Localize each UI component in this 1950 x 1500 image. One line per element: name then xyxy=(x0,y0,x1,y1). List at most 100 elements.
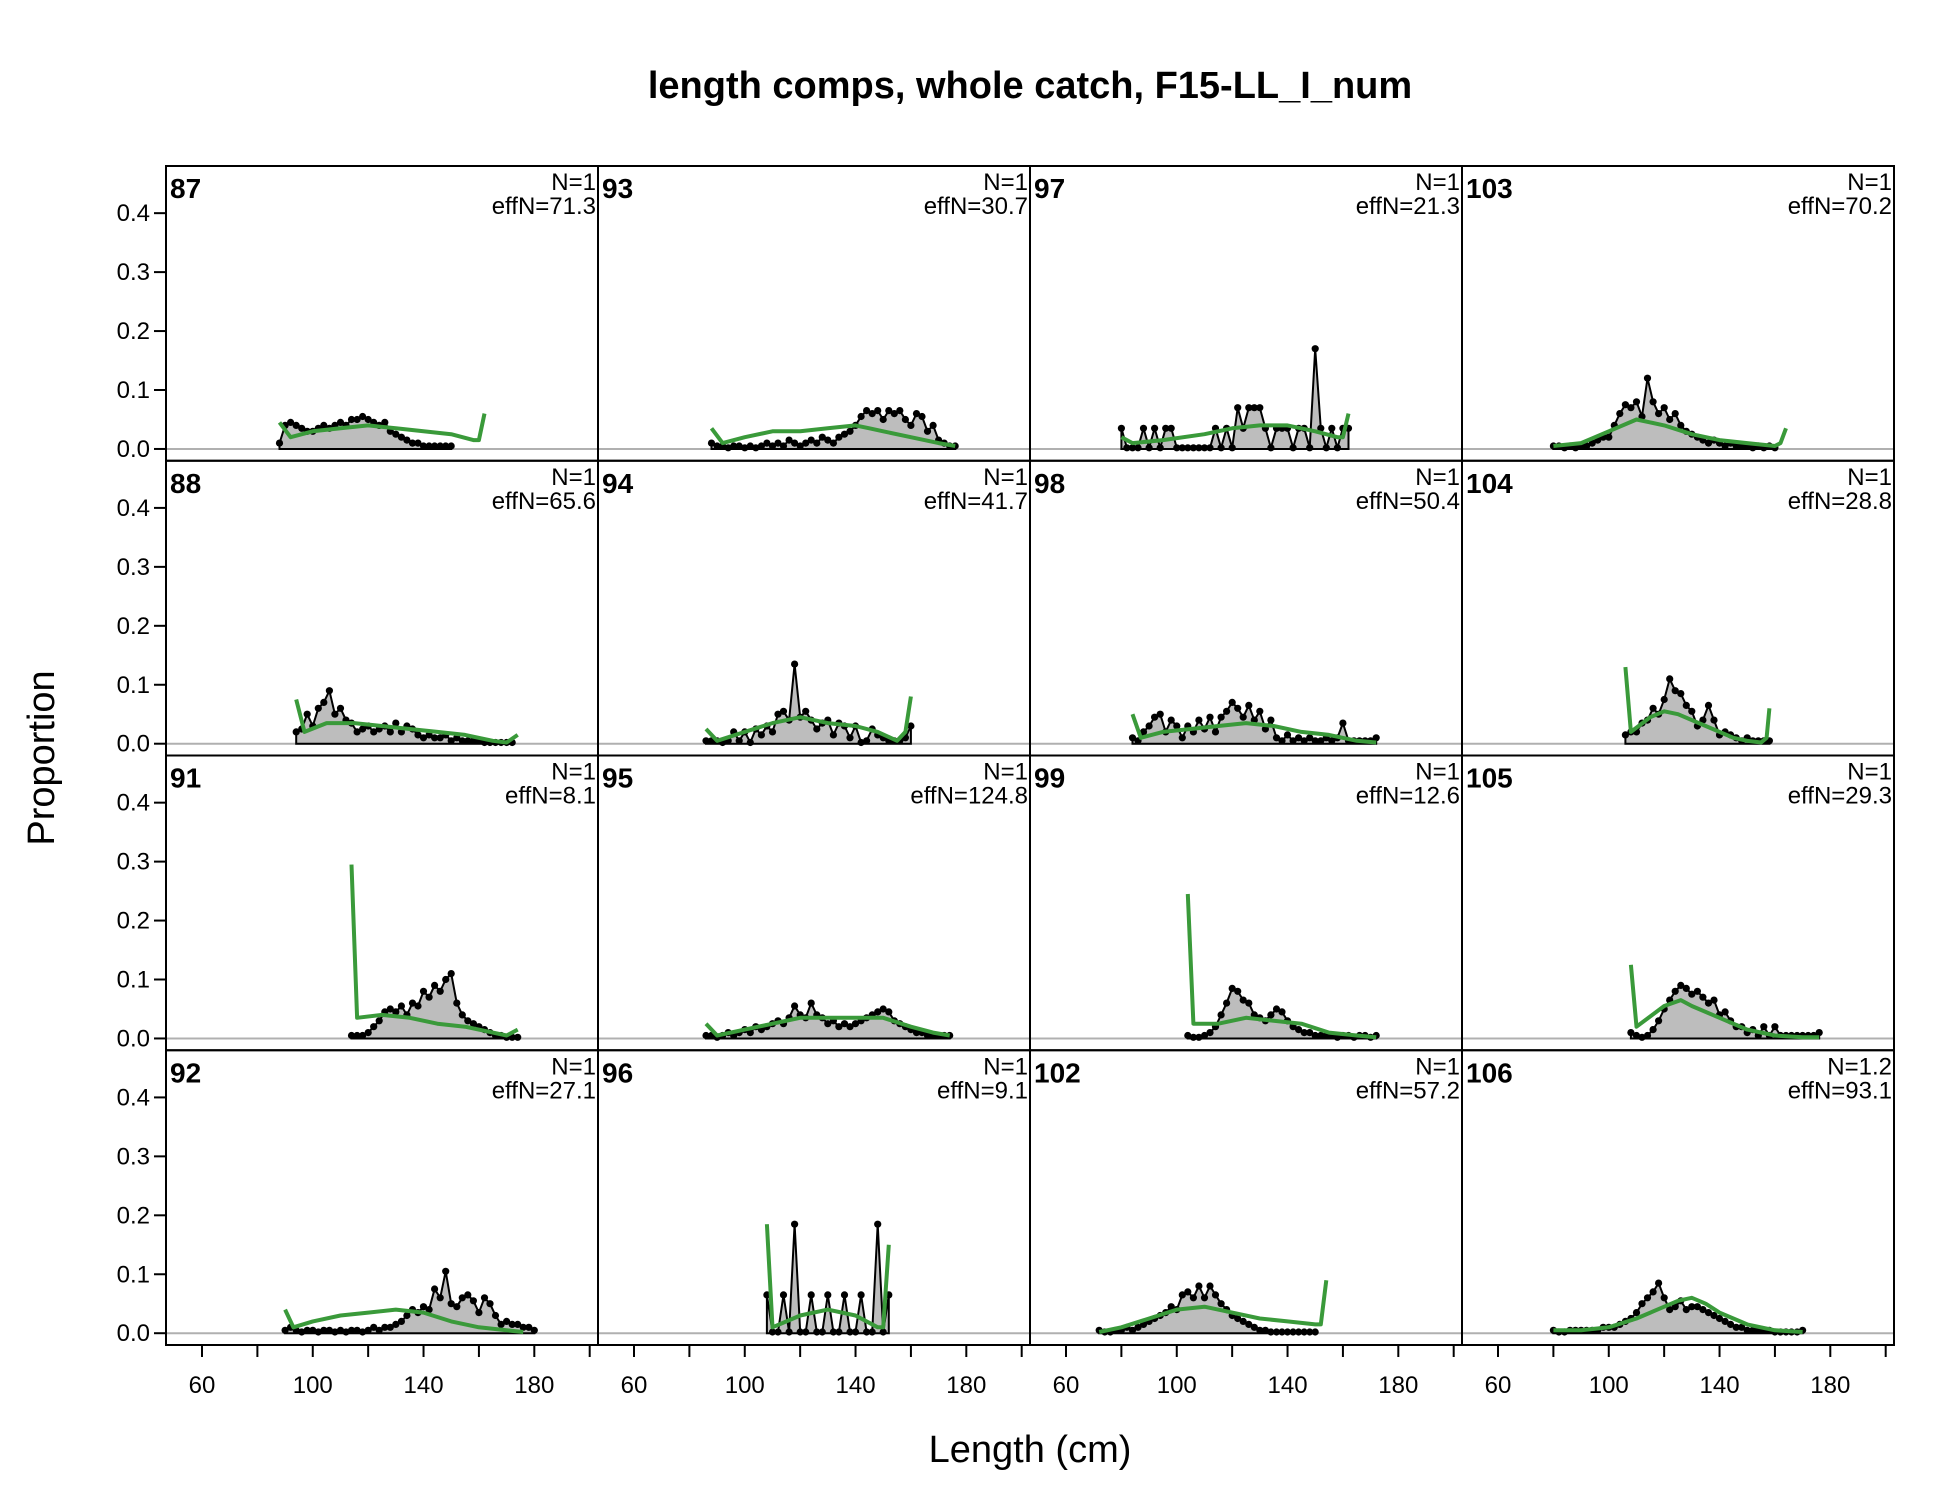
observed-point xyxy=(1261,1326,1269,1334)
observed-point xyxy=(1189,444,1197,452)
observed-point xyxy=(846,427,854,435)
observed-point xyxy=(829,439,838,447)
y-tick-label: 0.1 xyxy=(117,672,150,699)
observed-point xyxy=(829,1328,838,1336)
observed-point xyxy=(1289,444,1297,452)
sample-size-label: N=1 xyxy=(551,759,596,786)
observed-area xyxy=(1624,675,1771,745)
observed-point xyxy=(768,728,777,736)
observed-point xyxy=(791,439,799,447)
observed-point xyxy=(314,1328,322,1336)
observed-point xyxy=(846,1023,854,1031)
observed-point xyxy=(791,1220,799,1228)
observed-point xyxy=(824,436,832,444)
observed-point xyxy=(342,1328,350,1336)
observed-point xyxy=(735,737,743,745)
observed-point xyxy=(425,442,433,450)
observed-point xyxy=(386,728,394,736)
observed-point xyxy=(802,707,810,715)
observed-point xyxy=(1710,996,1718,1004)
observed-point xyxy=(1223,707,1231,715)
observed-point xyxy=(1721,442,1729,450)
observed-point xyxy=(1189,1033,1197,1041)
observed-point xyxy=(1660,404,1668,412)
observed-point xyxy=(1123,444,1131,452)
x-tick-label: 180 xyxy=(946,1372,986,1399)
observed-point xyxy=(1184,1288,1192,1296)
panel-label: 88 xyxy=(170,468,201,499)
observed-point xyxy=(1693,1303,1701,1311)
effective-n-label: effN=27.1 xyxy=(492,1077,596,1104)
observed-point xyxy=(1206,713,1214,721)
expected-line xyxy=(1628,964,1820,1040)
observed-point xyxy=(1710,1311,1718,1320)
observed-point xyxy=(503,1317,511,1325)
observed-point xyxy=(1721,1008,1729,1016)
observed-point xyxy=(1677,981,1685,990)
observed-point xyxy=(1311,1031,1319,1040)
observed-point xyxy=(1627,1029,1635,1037)
observed-point xyxy=(1156,444,1164,452)
observed-point xyxy=(442,442,450,450)
expected-line xyxy=(277,413,487,443)
observed-point xyxy=(1682,984,1690,993)
observed-point xyxy=(419,734,428,742)
observed-point xyxy=(1200,1031,1209,1040)
observed-point xyxy=(1151,424,1159,432)
observed-point xyxy=(901,415,910,424)
x-tick-label: 60 xyxy=(189,1372,216,1399)
observed-point xyxy=(857,738,865,747)
observed-point xyxy=(724,444,732,452)
y-tick-label: 0.3 xyxy=(117,1143,150,1170)
observed-point xyxy=(846,1328,854,1336)
observed-point xyxy=(1173,444,1181,452)
expected-line xyxy=(1185,893,1377,1040)
observed-point xyxy=(1688,1303,1696,1311)
observed-point xyxy=(1677,690,1685,698)
observed-point xyxy=(1200,1294,1209,1302)
panel-label: 106 xyxy=(1466,1057,1513,1088)
observed-point xyxy=(1732,1323,1740,1331)
observed-point xyxy=(768,442,777,450)
observed-point xyxy=(325,1326,333,1334)
observed-point xyxy=(1649,1288,1657,1296)
x-tick-label: 100 xyxy=(1589,1372,1629,1399)
x-tick-label: 180 xyxy=(1378,1372,1418,1399)
observed-point xyxy=(447,737,455,745)
y-tick-label: 0.2 xyxy=(117,1202,150,1229)
observed-point xyxy=(1693,987,1701,995)
observed-point xyxy=(1151,713,1159,721)
observed-point xyxy=(840,430,849,438)
observed-point xyxy=(796,1328,804,1336)
observed-point xyxy=(1306,1029,1314,1037)
observed-point xyxy=(791,1002,799,1010)
observed-point xyxy=(1245,701,1253,710)
observed-point xyxy=(791,660,799,668)
observed-point xyxy=(1704,701,1713,710)
observed-point xyxy=(1682,1306,1690,1314)
observed-point xyxy=(1632,1309,1641,1317)
observed-point xyxy=(835,1023,843,1031)
observed-point xyxy=(868,1328,876,1336)
observed-point xyxy=(364,415,372,424)
sample-size-label: N=1 xyxy=(1415,759,1460,786)
observed-point xyxy=(419,987,428,995)
observed-point xyxy=(835,433,843,441)
observed-point xyxy=(298,424,306,432)
effective-n-label: effN=124.8 xyxy=(910,783,1028,810)
observed-point xyxy=(491,1311,500,1320)
x-tick-label: 60 xyxy=(1485,1372,1512,1399)
observed-point xyxy=(436,987,444,995)
observed-point xyxy=(912,1029,921,1037)
y-tick-label: 0.3 xyxy=(117,554,150,581)
observed-point xyxy=(1162,424,1170,432)
observed-point xyxy=(303,1326,311,1334)
observed-point xyxy=(292,728,300,736)
observed-point xyxy=(918,412,926,421)
observed-point xyxy=(857,412,865,421)
observed-point xyxy=(1333,444,1341,452)
